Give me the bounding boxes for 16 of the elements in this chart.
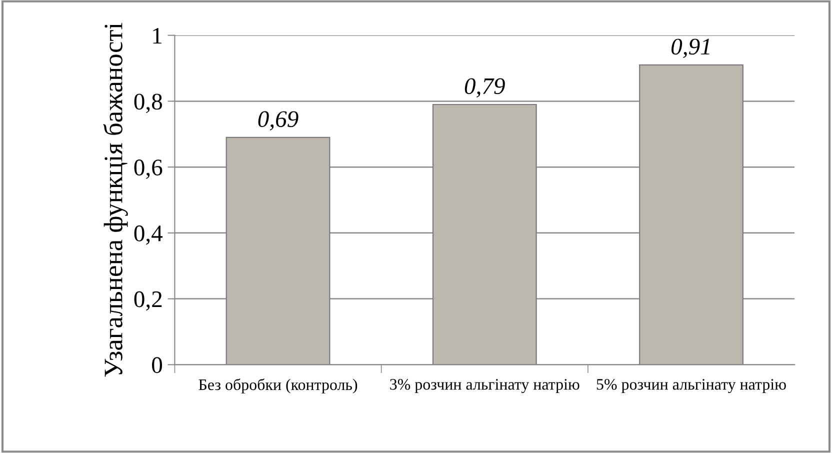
x-tick-label: Без обробки (контроль)	[198, 378, 358, 394]
y-tick-label: 1	[153, 28, 162, 44]
bar	[432, 104, 537, 365]
x-tick-label: 5% розчин альгінату натрію	[596, 378, 786, 394]
y-axis-title: Узагальнена функція бажаності	[103, 22, 128, 377]
data-label: 0,91	[672, 38, 710, 58]
bar	[639, 64, 744, 365]
bar	[226, 136, 330, 365]
y-tick-label: 0,6	[134, 160, 162, 179]
x-tick-label: 3% розчин альгінату натрію	[390, 378, 580, 394]
data-label: 0,69	[258, 111, 298, 130]
y-tick-label: 0	[152, 357, 162, 374]
y-tick-label: 0,4	[134, 225, 163, 245]
data-label: 0,79	[464, 78, 505, 98]
y-tick-label: 0,8	[134, 94, 162, 114]
y-tick-label: 0,2	[134, 291, 162, 311]
